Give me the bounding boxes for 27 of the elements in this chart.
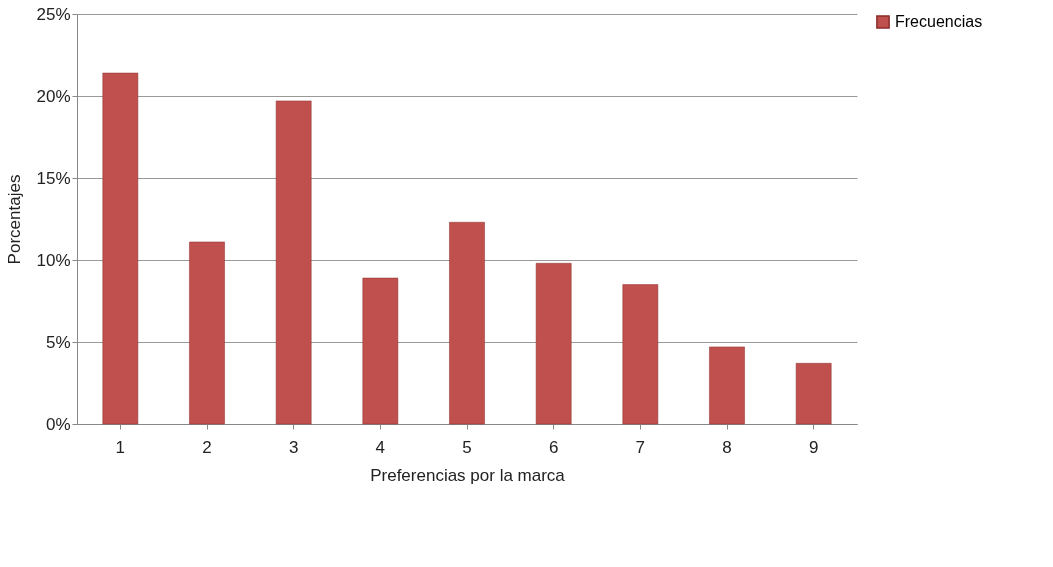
x-tick-label: 4 <box>375 437 386 457</box>
x-tick-label: 3 <box>288 437 299 457</box>
y-tick-label: 10% <box>36 250 71 270</box>
bar <box>449 222 485 425</box>
x-tick-label: 9 <box>808 437 819 457</box>
y-tick-label: 20% <box>36 86 71 106</box>
x-tick-label: 6 <box>548 437 559 457</box>
bar <box>535 263 572 425</box>
legend-label: Frecuencias <box>895 13 983 30</box>
bar <box>362 277 399 425</box>
y-tick-label: 0% <box>45 414 71 434</box>
bar <box>622 284 659 425</box>
y-axis-title: Porcentajes <box>5 174 25 265</box>
y-tick-label: 5% <box>45 332 71 352</box>
x-tick-label: 5 <box>462 437 472 457</box>
bar <box>709 346 745 425</box>
bar <box>795 363 832 425</box>
x-tick-label: 2 <box>202 437 212 457</box>
bar <box>189 241 225 425</box>
y-tick-label: 15% <box>36 168 71 188</box>
bar <box>275 100 312 425</box>
x-tick-label: 7 <box>635 437 646 457</box>
x-tick-label: 1 <box>115 437 126 457</box>
y-tick-label: 25% <box>36 4 71 24</box>
x-tick-label: 8 <box>722 437 732 457</box>
x-axis-title: Preferencias por la marca <box>370 465 566 485</box>
bar <box>102 72 139 425</box>
